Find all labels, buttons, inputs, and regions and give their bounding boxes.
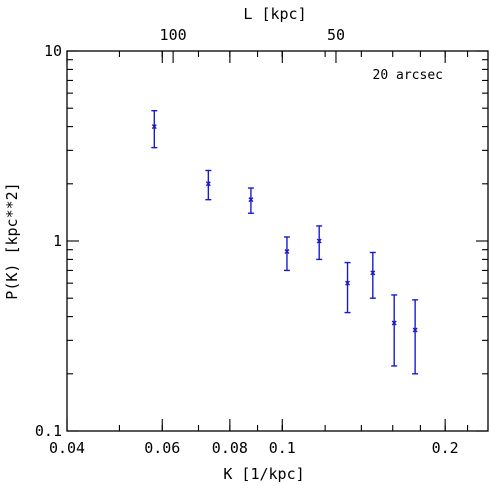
- data-point: [248, 197, 254, 203]
- data-point: [345, 280, 351, 286]
- plot-frame: [66, 50, 489, 432]
- y-tick-label: 0.1: [35, 422, 62, 440]
- top-axis-title: L [kpc]: [243, 5, 306, 23]
- data-layer: [151, 110, 419, 375]
- chart-annotation: 20 arcsec: [373, 68, 443, 83]
- data-point: [151, 124, 157, 130]
- y-tick-label: 10: [44, 42, 62, 60]
- x-tick-label: 0.04: [49, 439, 85, 457]
- axes-layer: 0.04 0.06 0.08 0.1 0.2 100 50 0.1 1 10: [35, 26, 489, 457]
- top-tick-label: 100: [160, 26, 187, 44]
- top-tick-label: 50: [327, 26, 345, 44]
- data-point: [391, 320, 397, 326]
- data-point: [205, 181, 211, 187]
- x-axis-title: K [1/kpc]: [223, 465, 304, 483]
- data-point: [284, 249, 290, 255]
- x-tick-label: 0.1: [269, 439, 296, 457]
- data-point: [412, 327, 418, 333]
- x-tick-label: 0.06: [144, 439, 180, 457]
- x-tick-label: 0.08: [212, 439, 248, 457]
- x-tick-label: 0.2: [432, 439, 459, 457]
- data-point: [316, 238, 322, 244]
- data-point: [370, 270, 376, 276]
- y-tick-label: 1: [53, 232, 62, 250]
- y-axis-title: P(K) [kpc**2]: [3, 182, 21, 299]
